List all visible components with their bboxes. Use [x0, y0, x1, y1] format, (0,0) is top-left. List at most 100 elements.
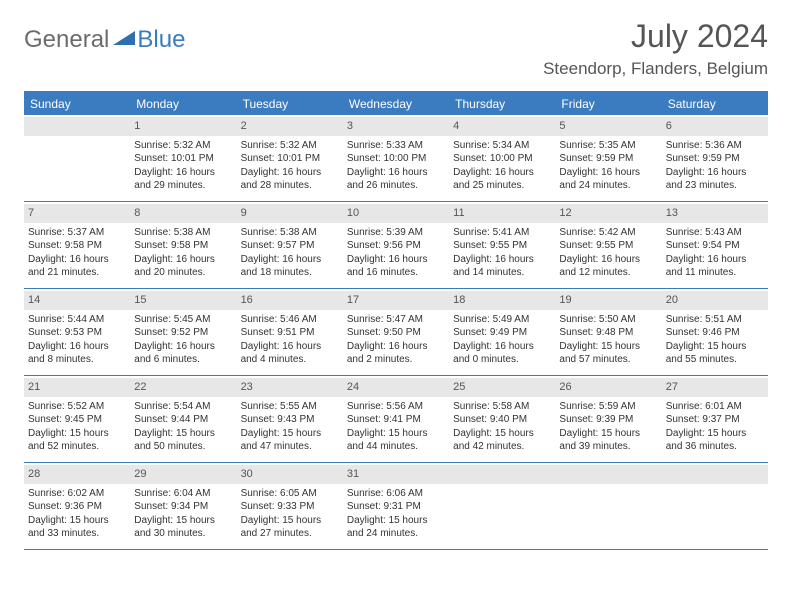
day-cell: 19Sunrise: 5:50 AMSunset: 9:48 PMDayligh… — [555, 289, 661, 375]
sunset: Sunset: 9:53 PM — [28, 326, 126, 340]
daylight-2: and 30 minutes. — [134, 527, 232, 541]
header: General Blue July 2024 Steendorp, Flande… — [0, 0, 792, 85]
sunset: Sunset: 9:34 PM — [134, 500, 232, 514]
brand-blue: Blue — [137, 26, 185, 54]
sunrise: Sunrise: 5:54 AM — [134, 400, 232, 414]
daylight-1: Daylight: 16 hours — [559, 253, 657, 267]
sunset: Sunset: 10:00 PM — [453, 152, 551, 166]
daylight-1: Daylight: 16 hours — [134, 340, 232, 354]
daylight-1: Daylight: 15 hours — [28, 427, 126, 441]
day-cell: 18Sunrise: 5:49 AMSunset: 9:49 PMDayligh… — [449, 289, 555, 375]
sunrise: Sunrise: 5:56 AM — [347, 400, 445, 414]
day-cell: 13 Sunrise: 5:43 AMSunset: 9:54 PMDayligh… — [662, 202, 768, 288]
sunrise: Sunrise: 5:52 AM — [28, 400, 126, 414]
day-number: 13 — [662, 204, 768, 223]
daylight-1: Daylight: 16 hours — [241, 166, 339, 180]
daylight-2: and 14 minutes. — [453, 266, 551, 280]
location-text: Steendorp, Flanders, Belgium — [543, 59, 768, 79]
brand-general: General — [24, 26, 109, 54]
sunset: Sunset: 9:50 PM — [347, 326, 445, 340]
day-cell: 30Sunrise: 6:05 AMSunset: 9:33 PMDayligh… — [237, 463, 343, 549]
daylight-2: and 24 minutes. — [347, 527, 445, 541]
day-number: 29 — [130, 465, 236, 484]
sunrise: Sunrise: 5:50 AM — [559, 313, 657, 327]
day-cell — [24, 115, 130, 201]
day-cell: 29Sunrise: 6:04 AMSunset: 9:34 PMDayligh… — [130, 463, 236, 549]
weekday-header-row: SundayMondayTuesdayWednesdayThursdayFrid… — [24, 93, 768, 115]
day-cell — [555, 463, 661, 549]
sunset: Sunset: 9:46 PM — [666, 326, 764, 340]
sunrise: Sunrise: 5:46 AM — [241, 313, 339, 327]
week-row: 14Sunrise: 5:44 AMSunset: 9:53 PMDayligh… — [24, 289, 768, 376]
day-number: 12 — [555, 204, 661, 223]
daylight-1: Daylight: 16 hours — [666, 253, 764, 267]
day-cell: 21Sunrise: 5:52 AMSunset: 9:45 PMDayligh… — [24, 376, 130, 462]
daylight-2: and 27 minutes. — [241, 527, 339, 541]
sunrise: Sunrise: 5:43 AM — [666, 226, 764, 240]
sunset: Sunset: 10:01 PM — [134, 152, 232, 166]
day-number — [555, 465, 661, 484]
sunrise: Sunrise: 6:01 AM — [666, 400, 764, 414]
day-cell: 27Sunrise: 6:01 AMSunset: 9:37 PMDayligh… — [662, 376, 768, 462]
day-cell — [662, 463, 768, 549]
sunrise: Sunrise: 6:06 AM — [347, 487, 445, 501]
day-number: 17 — [343, 291, 449, 310]
daylight-2: and 28 minutes. — [241, 179, 339, 193]
daylight-1: Daylight: 15 hours — [134, 427, 232, 441]
daylight-2: and 18 minutes. — [241, 266, 339, 280]
day-number: 11 — [449, 204, 555, 223]
sunset: Sunset: 9:48 PM — [559, 326, 657, 340]
day-cell: 6Sunrise: 5:36 AMSunset: 9:59 PMDaylight… — [662, 115, 768, 201]
sunrise: Sunrise: 5:55 AM — [241, 400, 339, 414]
daylight-1: Daylight: 16 hours — [241, 253, 339, 267]
sunset: Sunset: 9:55 PM — [559, 239, 657, 253]
daylight-1: Daylight: 16 hours — [453, 253, 551, 267]
daylight-2: and 39 minutes. — [559, 440, 657, 454]
sunset: Sunset: 9:52 PM — [134, 326, 232, 340]
sunrise: Sunrise: 5:42 AM — [559, 226, 657, 240]
day-number: 20 — [662, 291, 768, 310]
daylight-1: Daylight: 16 hours — [453, 340, 551, 354]
sunrise: Sunrise: 5:38 AM — [134, 226, 232, 240]
daylight-1: Daylight: 16 hours — [28, 340, 126, 354]
daylight-1: Daylight: 16 hours — [559, 166, 657, 180]
sunset: Sunset: 10:01 PM — [241, 152, 339, 166]
day-number: 24 — [343, 378, 449, 397]
sunset: Sunset: 9:43 PM — [241, 413, 339, 427]
week-row: 28Sunrise: 6:02 AMSunset: 9:36 PMDayligh… — [24, 463, 768, 550]
daylight-1: Daylight: 16 hours — [666, 166, 764, 180]
sunrise: Sunrise: 5:33 AM — [347, 139, 445, 153]
daylight-1: Daylight: 15 hours — [453, 427, 551, 441]
sunrise: Sunrise: 5:41 AM — [453, 226, 551, 240]
sunset: Sunset: 9:56 PM — [347, 239, 445, 253]
daylight-2: and 20 minutes. — [134, 266, 232, 280]
sunrise: Sunrise: 5:47 AM — [347, 313, 445, 327]
daylight-1: Daylight: 15 hours — [559, 340, 657, 354]
sunset: Sunset: 9:49 PM — [453, 326, 551, 340]
weekday-cell: Monday — [130, 93, 236, 115]
daylight-2: and 52 minutes. — [28, 440, 126, 454]
day-cell: 1Sunrise: 5:32 AMSunset: 10:01 PMDayligh… — [130, 115, 236, 201]
daylight-1: Daylight: 15 hours — [559, 427, 657, 441]
sunrise: Sunrise: 5:59 AM — [559, 400, 657, 414]
day-cell: 17Sunrise: 5:47 AMSunset: 9:50 PMDayligh… — [343, 289, 449, 375]
weekday-cell: Saturday — [662, 93, 768, 115]
day-number: 22 — [130, 378, 236, 397]
daylight-2: and 57 minutes. — [559, 353, 657, 367]
daylight-2: and 29 minutes. — [134, 179, 232, 193]
daylight-2: and 42 minutes. — [453, 440, 551, 454]
daylight-2: and 44 minutes. — [347, 440, 445, 454]
day-cell: 10Sunrise: 5:39 AMSunset: 9:56 PMDayligh… — [343, 202, 449, 288]
day-number: 25 — [449, 378, 555, 397]
day-number — [449, 465, 555, 484]
calendar: SundayMondayTuesdayWednesdayThursdayFrid… — [24, 91, 768, 550]
daylight-2: and 16 minutes. — [347, 266, 445, 280]
sunrise: Sunrise: 5:35 AM — [559, 139, 657, 153]
day-cell: 12 Sunrise: 5:42 AMSunset: 9:55 PMDayligh… — [555, 202, 661, 288]
sunset: Sunset: 10:00 PM — [347, 152, 445, 166]
sunrise: Sunrise: 5:36 AM — [666, 139, 764, 153]
day-cell: 5Sunrise: 5:35 AMSunset: 9:59 PMDaylight… — [555, 115, 661, 201]
daylight-1: Daylight: 15 hours — [241, 514, 339, 528]
sunset: Sunset: 9:54 PM — [666, 239, 764, 253]
day-cell: 22Sunrise: 5:54 AMSunset: 9:44 PMDayligh… — [130, 376, 236, 462]
